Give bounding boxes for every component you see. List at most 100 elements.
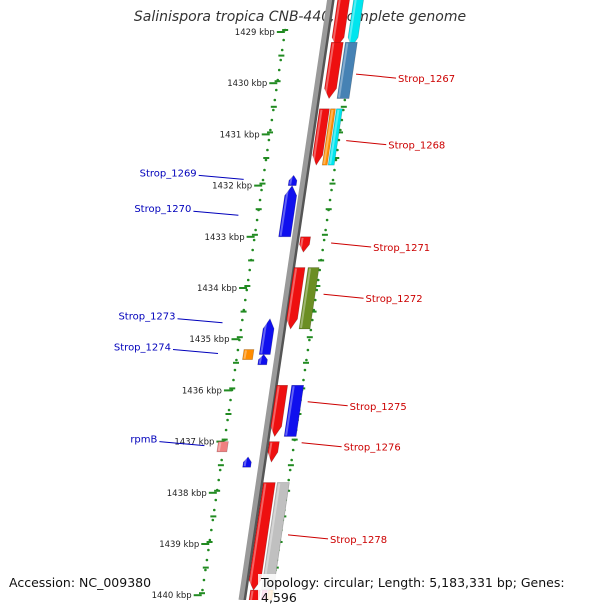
ring-dot (205, 558, 209, 562)
label-rpmb: rpmB (130, 435, 157, 446)
scale-label: 1436 kbp (182, 386, 222, 396)
scale-label: 1434 kbp (197, 284, 237, 294)
ring-dot (208, 538, 212, 542)
ring-dot (328, 198, 332, 202)
ring-dot (325, 218, 329, 222)
label-strop-1268-leader (346, 140, 387, 146)
gene-orange-1274 (242, 349, 255, 360)
ring-dot (217, 478, 221, 482)
gene-strop-1270 (278, 185, 298, 238)
label-rpmb-leader (159, 441, 205, 447)
gene-strop-1268-shade (312, 109, 323, 165)
ring-dot (330, 188, 333, 192)
gene-rpmb (216, 441, 229, 453)
gene-strop-1269-shade (289, 176, 293, 185)
ring-dot (291, 448, 295, 452)
ring-dot (318, 268, 322, 272)
ring-dot (211, 518, 215, 522)
ring-dot (306, 348, 310, 352)
ring-dot (264, 158, 268, 162)
ring-dot (214, 498, 218, 502)
label-strop-1269: Strop_1269 (140, 168, 197, 179)
label-strop-1273: Strop_1273 (118, 312, 175, 323)
scale-label: 1435 kbp (189, 335, 229, 345)
ring-dot (245, 288, 249, 292)
ring-dot (261, 178, 265, 182)
gene-strop-1267b-shade (338, 43, 349, 98)
label-strop-1274: Strop_1274 (114, 342, 171, 353)
gene-strop-1273 (258, 318, 275, 355)
label-strop-1268: Strop_1268 (388, 141, 445, 152)
gene-cyan-1 (327, 108, 343, 166)
label-strop-1271: Strop_1271 (373, 243, 430, 254)
gene-strop-1272-shade (286, 268, 298, 329)
ring-dot (227, 408, 231, 412)
ring-dot (269, 128, 272, 132)
gene-orange-1274-shade (243, 350, 247, 359)
ring-dot (322, 238, 326, 242)
gene-strop-1266 (331, 0, 350, 48)
ring-dot (309, 328, 313, 332)
gene-strop-1273-shade (260, 319, 268, 354)
gene-strop-1272 (286, 267, 306, 330)
label-strop-1269-leader (198, 174, 244, 180)
ring-dot (232, 378, 235, 382)
ring-dot (302, 378, 305, 382)
ring-dot (334, 158, 338, 162)
ring-dot (343, 98, 347, 102)
ring-dot (290, 458, 293, 462)
scale-label: 1429 kbp (235, 28, 275, 38)
ring-dot (315, 288, 319, 292)
scale-label: 1433 kbp (205, 233, 245, 243)
gene-strop-1266-shade (331, 0, 341, 47)
label-strop-1272-leader (323, 293, 364, 299)
ring-dot (233, 368, 237, 372)
gene-orange-1 (321, 108, 336, 166)
ring-dot (220, 458, 223, 462)
gene-strop-1275-shade (270, 386, 280, 436)
ring-dot (202, 578, 206, 582)
gene-strop-1278b-shade (262, 483, 281, 590)
ring-dot (254, 228, 257, 232)
ring-dot (246, 278, 250, 282)
label-strop-1276-leader (301, 442, 342, 448)
gene-strop-1274-shade (258, 355, 263, 364)
scale-label: 1431 kbp (220, 130, 260, 140)
gene-features (216, 0, 364, 600)
ring-dot (270, 118, 274, 122)
ring-dot (280, 48, 284, 52)
gene-strop-1279-shade (250, 590, 254, 600)
ring-dot (274, 88, 278, 92)
accession-label: Accession: NC_009380 (6, 574, 155, 591)
ring-dot (305, 358, 308, 362)
ring-dot (333, 168, 336, 172)
ring-dot (321, 248, 324, 252)
label-strop-1270: Strop_1270 (134, 204, 191, 215)
ring-dot (339, 128, 342, 132)
gene-strop-1272b (298, 267, 320, 330)
gene-strop-1279 (248, 589, 261, 600)
ring-dot (248, 268, 252, 272)
ring-dot (226, 418, 229, 422)
label-strop-1271-leader (331, 242, 372, 248)
ring-dot (340, 118, 344, 122)
gene-strop-1268 (312, 108, 330, 166)
label-strop-1275: Strop_1275 (350, 402, 407, 413)
gene-orange-1-shade (323, 109, 334, 165)
label-strop-1278-leader (287, 534, 329, 540)
gene-strop-1275b-shade (285, 386, 295, 436)
ring-dot (210, 528, 213, 532)
ring-dot (258, 198, 262, 202)
ring-dot (308, 338, 311, 342)
ring-dot (235, 358, 238, 362)
ring-dot (212, 508, 216, 512)
gene-strop-1267 (324, 41, 344, 100)
gene-rpmb-blue (242, 456, 252, 468)
ring-dot (251, 248, 254, 252)
ring-dot (279, 58, 283, 62)
ring-dot (313, 298, 317, 302)
ring-dot (277, 68, 281, 72)
ring-dot (324, 228, 327, 232)
scale-label: 1438 kbp (167, 489, 207, 499)
ring-dot (218, 468, 222, 472)
